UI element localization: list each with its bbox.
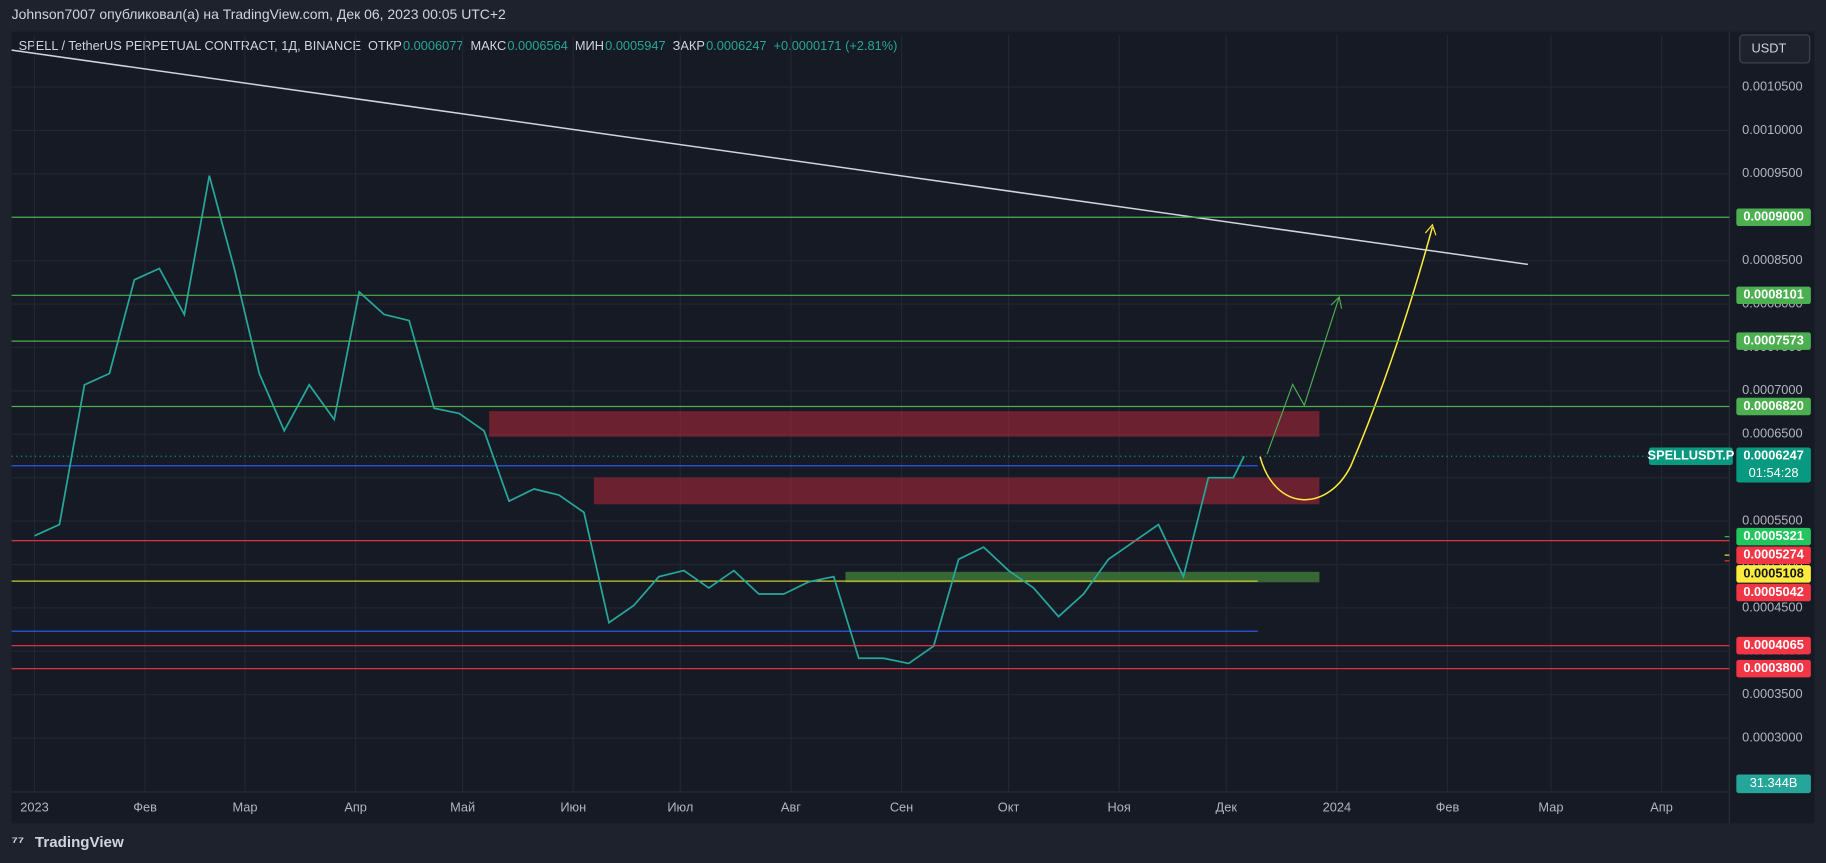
x-tick-label: Апр	[344, 800, 367, 815]
x-tick-label: Фев	[1436, 800, 1460, 815]
price-badge-label: 0.0003800	[1743, 660, 1804, 675]
y-tick-label: 0.0010000	[1742, 122, 1803, 137]
legend-open: 0.0006077	[403, 38, 464, 53]
symbol-tag-bg	[1648, 447, 1733, 465]
volume-badge	[1736, 774, 1811, 794]
price-badge	[1736, 332, 1811, 350]
x-tick-label: Авг	[781, 800, 801, 815]
price-badge	[1736, 397, 1811, 416]
legend-high-label: МАКС	[470, 38, 506, 53]
price-badge-label: 0.0006247	[1743, 448, 1804, 463]
legend-open-label: ОТКР	[368, 38, 402, 53]
currency-button[interactable]	[1739, 34, 1811, 64]
price-badge	[1736, 208, 1811, 227]
price-badge	[1736, 447, 1811, 483]
x-tick-label: Июн	[560, 800, 586, 815]
x-tick-label: Дек	[1216, 800, 1238, 815]
price-badge-label: 0.0004065	[1743, 637, 1804, 652]
y-tick-label: 0.0004500	[1742, 599, 1803, 614]
price-badge-label: 0.0007573	[1743, 333, 1804, 348]
legend-close: 0.0006247	[706, 38, 766, 53]
currency-text: USDT	[1751, 40, 1786, 55]
forecast-curve	[1259, 226, 1434, 501]
plot	[11, 175, 1730, 670]
logo-mark: ⁷⁷	[12, 834, 24, 851]
trend-line	[11, 49, 1528, 266]
price-labels: 0.00090000.00081010.00075730.00068200.00…	[1648, 208, 1811, 678]
forecast-arrow	[1266, 296, 1340, 455]
x-tick-label: Мар	[232, 800, 257, 815]
legend-symbol: SPELL / TetherUS PERPETUAL CONTRACT, 1Д,…	[19, 38, 361, 53]
price-badge	[1736, 565, 1811, 583]
y-tick-label: 0.0005500	[1742, 512, 1803, 527]
price-badge-label: 0.0005274	[1743, 547, 1804, 562]
price-badge	[1736, 546, 1811, 564]
price-badge-label: 0.0005108	[1743, 565, 1804, 580]
support-zone	[845, 571, 1320, 583]
price-badge-label: 0.0009000	[1743, 209, 1804, 224]
legend-change: +0.0000171 (+2.81%)	[774, 38, 898, 53]
price-badge-label: 0.0008101	[1743, 287, 1804, 302]
y-tick-label: 0.0007000	[1742, 382, 1803, 397]
y-tick-label: 0.0003000	[1742, 729, 1803, 744]
x-tick-label: Сен	[890, 800, 913, 815]
x-tick-label: 2024	[1323, 800, 1351, 815]
x-tick-label: Фев	[133, 800, 157, 815]
x-tick-label: Май	[450, 800, 475, 815]
price-badge-label: 0.0006820	[1743, 398, 1804, 413]
legend-close-label: ЗАКР	[673, 38, 705, 53]
y-tick-label: 0.0006500	[1742, 426, 1803, 441]
volume-label: 31.344B	[1750, 775, 1798, 790]
price-badge-label: 0.0005042	[1743, 584, 1804, 599]
price-badge	[1736, 286, 1811, 305]
header: Johnson7007 опубликовал(а) на TradingVie…	[12, 6, 506, 22]
y-tick-label: 0.0009500	[1742, 165, 1803, 180]
price-line	[34, 175, 1245, 665]
symbol-tag: SPELLUSDT.P	[1648, 448, 1735, 463]
legend: SPELL / TetherUS PERPETUAL CONTRACT, 1Д,…	[19, 38, 898, 53]
countdown: 01:54:28	[1749, 465, 1799, 480]
resistance-zone	[593, 477, 1320, 505]
y-tick-label: 0.0010500	[1742, 78, 1803, 93]
footer-logo: TradingView	[35, 834, 124, 851]
x-tick-label: 2023	[20, 800, 48, 815]
price-badge	[1736, 527, 1811, 546]
price-badge	[1736, 583, 1811, 602]
arrow-head	[1330, 295, 1343, 309]
resistance-zone	[489, 411, 1320, 437]
x-tick-label: Апр	[1650, 800, 1673, 815]
x-tick-label: Окт	[998, 800, 1020, 815]
price-badge-label: 0.0005321	[1743, 528, 1804, 543]
x-tick-label: Ноя	[1108, 800, 1131, 815]
legend-low: 0.0005947	[605, 38, 666, 53]
price-badge	[1736, 636, 1811, 655]
arrow-head	[1424, 223, 1437, 236]
x-tick-label: Мар	[1538, 800, 1563, 815]
y-tick-label: 0.0008500	[1742, 252, 1803, 267]
legend-low-label: МИН	[575, 38, 604, 53]
legend-high: 0.0006564	[507, 38, 568, 53]
y-tick-label: 0.0003500	[1742, 686, 1803, 701]
price-badge	[1736, 659, 1811, 678]
x-tick-label: Июл	[667, 800, 693, 815]
